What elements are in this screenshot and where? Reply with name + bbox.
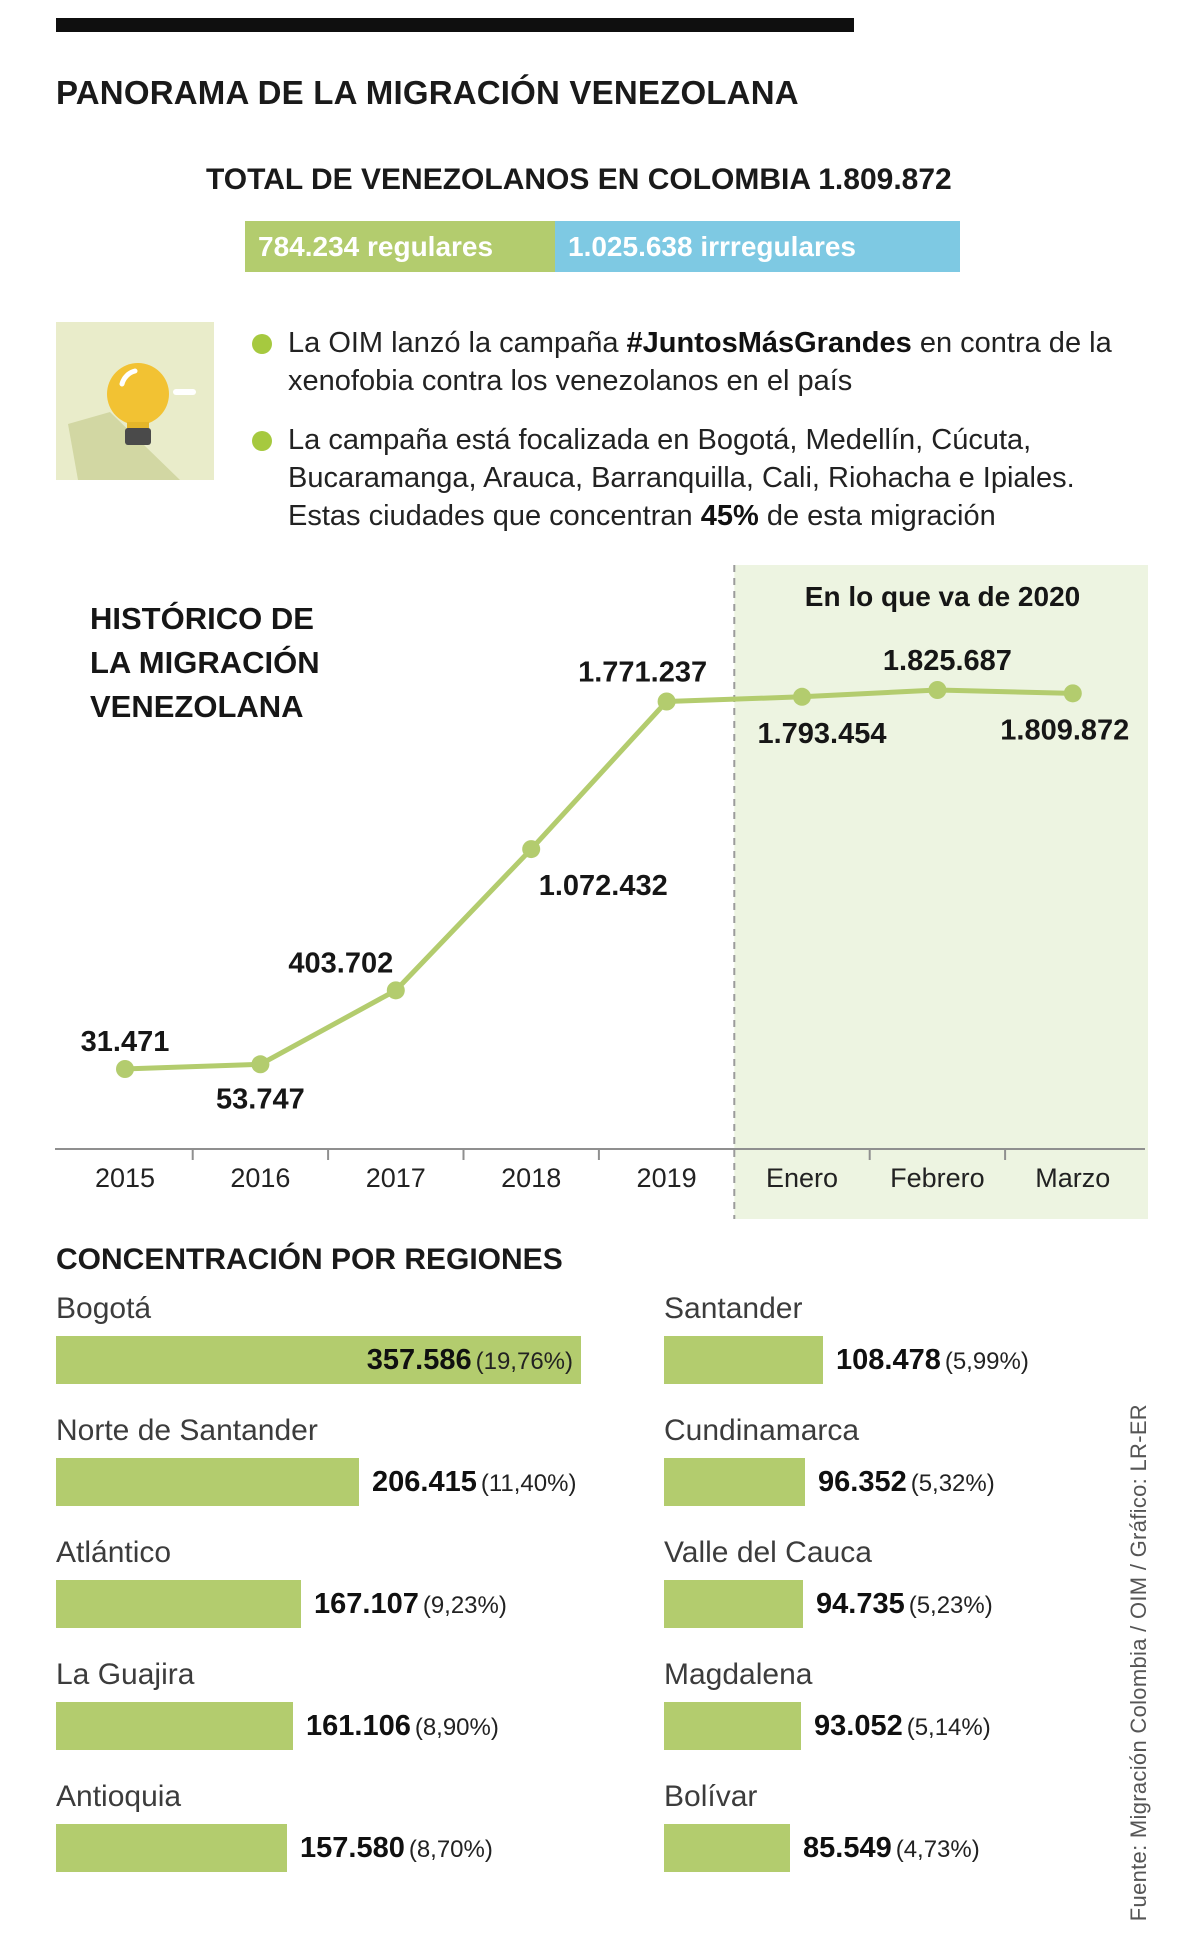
total-venezolanos-label: TOTAL DE VENEZOLANOS EN COLOMBIA 1.809.8… xyxy=(206,163,952,196)
regions-bars: Bogotá 357.586 (19,76%) Norte de Santande… xyxy=(56,1292,1094,1902)
svg-text:1.809.872: 1.809.872 xyxy=(1000,714,1129,746)
bullet-dot-icon xyxy=(252,334,272,354)
region-value-label: 167.107 (9,23%) xyxy=(314,1587,507,1620)
region-item-la-guajira: La Guajira 161.106 (8,90%) xyxy=(56,1658,586,1750)
svg-text:1.793.454: 1.793.454 xyxy=(757,718,886,750)
region-value-label: 206.415 (11,40%) xyxy=(372,1465,577,1498)
region-bar-santander xyxy=(664,1336,823,1384)
region-name: Norte de Santander xyxy=(56,1414,318,1447)
region-value-label: 96.352 (5,32%) xyxy=(818,1465,995,1498)
region-value-label: 108.478 (5,99%) xyxy=(836,1343,1029,1376)
bullet-dot-icon xyxy=(252,430,272,451)
page-title: PANORAMA DE LA MIGRACIÓN VENEZOLANA xyxy=(56,74,799,111)
region-name: Magdalena xyxy=(664,1658,813,1691)
region-name: Antioquia xyxy=(56,1780,182,1813)
region-value-label: 93.052 (5,14%) xyxy=(814,1709,991,1742)
regular-irregular-split-bar: 784.234 regulares 1.025.638 irrregulares xyxy=(245,221,960,272)
region-value-label: 157.580 (8,70%) xyxy=(300,1831,493,1864)
region-name: Bogotá xyxy=(56,1292,152,1325)
region-value-label: 94.735 (5,23%) xyxy=(816,1587,993,1620)
bullet-item: La OIM lanzó la campaña #JuntosMásGrande… xyxy=(252,324,1140,401)
region-bar-bogota xyxy=(56,1336,581,1384)
lightbulb-icon xyxy=(56,322,214,480)
region-value-label: 85.549 (4,73%) xyxy=(803,1831,980,1864)
region-value-label: 357.586 (19,76%) xyxy=(366,1344,573,1376)
campaign-bullets: La OIM lanzó la campaña #JuntosMásGrande… xyxy=(252,324,1140,555)
migration-history-chart: 31.471 53.747 403.702 1.072.432 1.771.237 1.7… xyxy=(0,555,1200,1220)
region-item-atlantico: Atlántico 167.107 (9,23%) xyxy=(56,1536,586,1628)
region-bar-bolivar xyxy=(664,1824,790,1872)
region-name: Bolívar xyxy=(664,1780,758,1813)
svg-text:2015: 2015 xyxy=(95,1163,155,1193)
irregulares-bar: 1.025.638 irrregulares xyxy=(555,221,960,272)
region-item-valle-del-cauca: Valle del Cauca 94.735 (5,23%) xyxy=(664,1536,1094,1628)
region-bar-atlantico xyxy=(56,1580,301,1628)
region-item-bogota: Bogotá 357.586 (19,76%) xyxy=(56,1292,586,1384)
regulares-bar: 784.234 regulares xyxy=(245,221,555,272)
bullet-item: La campaña está focalizada en Bogotá, Me… xyxy=(252,421,1140,536)
region-value-label: 161.106 (8,90%) xyxy=(306,1709,499,1742)
region-bar-la-guajira xyxy=(56,1702,293,1750)
region-bar-cundinamarca xyxy=(664,1458,805,1506)
region-name: Santander xyxy=(664,1292,803,1325)
regions-right-column: Santander 108.478 (5,99%) Cundinamarca 96… xyxy=(664,1292,1094,1902)
bullet-text: La campaña está focalizada en Bogotá, Me… xyxy=(288,423,1075,533)
region-bar-magdalena xyxy=(664,1702,801,1750)
region-name: Atlántico xyxy=(56,1536,172,1569)
svg-text:1.825.687: 1.825.687 xyxy=(883,645,1012,677)
regions-left-column: Bogotá 357.586 (19,76%) Norte de Santande… xyxy=(56,1292,586,1902)
svg-text:Febrero: Febrero xyxy=(890,1163,985,1193)
region-name: La Guajira xyxy=(56,1658,195,1691)
chart-2020-annotation: En lo que va de 2020 xyxy=(804,581,1081,612)
chart-title: HISTÓRICO DE LA MIGRACIÓN VENEZOLANA xyxy=(90,601,320,725)
regions-section-title: CONCENTRACIÓN POR REGIONES xyxy=(56,1243,563,1276)
svg-text:Enero: Enero xyxy=(766,1163,838,1193)
region-item-santander: Santander 108.478 (5,99%) xyxy=(664,1292,1094,1384)
region-bar-norte-de-santander xyxy=(56,1458,359,1506)
region-item-antioquia: Antioquia 157.580 (8,70%) xyxy=(56,1780,586,1872)
region-item-cundinamarca: Cundinamarca 96.352 (5,32%) xyxy=(664,1414,1094,1506)
svg-text:1.072.432: 1.072.432 xyxy=(539,870,668,902)
top-rule xyxy=(56,18,854,32)
svg-text:53.747: 53.747 xyxy=(216,1083,305,1115)
bullet-text: La OIM lanzó la campaña #JuntosMásGrande… xyxy=(288,327,1112,398)
migration-line-chart-canvas: 31.471 53.747 403.702 1.072.432 1.771.237 1.7… xyxy=(55,565,1148,1219)
svg-text:31.471: 31.471 xyxy=(81,1026,170,1058)
svg-text:2018: 2018 xyxy=(501,1163,561,1193)
region-name: Valle del Cauca xyxy=(664,1536,872,1569)
svg-text:2017: 2017 xyxy=(366,1163,426,1193)
svg-text:2019: 2019 xyxy=(637,1163,697,1193)
region-bar-antioquia xyxy=(56,1824,287,1872)
source-credit: Fuente: Migración Colombia / OIM / Gráfi… xyxy=(1126,1403,1151,1921)
svg-text:Marzo: Marzo xyxy=(1035,1163,1110,1193)
region-item-magdalena: Magdalena 93.052 (5,14%) xyxy=(664,1658,1094,1750)
region-item-bolivar: Bolívar 85.549 (4,73%) xyxy=(664,1780,1094,1872)
region-name: Cundinamarca xyxy=(664,1414,860,1447)
region-bar-valle-del-cauca xyxy=(664,1580,803,1628)
svg-text:2016: 2016 xyxy=(230,1163,290,1193)
svg-text:1.771.237: 1.771.237 xyxy=(578,657,707,689)
svg-text:403.702: 403.702 xyxy=(288,947,393,979)
region-item-norte-de-santander: Norte de Santander 206.415 (11,40%) xyxy=(56,1414,586,1506)
